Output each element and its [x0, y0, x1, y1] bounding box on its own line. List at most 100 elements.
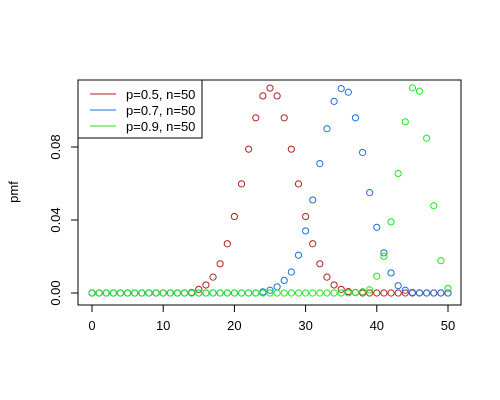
data-point [437, 257, 445, 265]
data-point [415, 289, 424, 297]
data-point [373, 223, 381, 231]
data-point [380, 252, 388, 260]
legend-label-series-2: p=0.7, n=50 [126, 103, 195, 118]
data-point [394, 169, 402, 178]
y-axis: 0.00 0.04 0.08 [48, 134, 79, 306]
data-point [166, 289, 174, 297]
data-point [95, 289, 103, 297]
data-point [444, 284, 452, 293]
data-point [415, 87, 424, 95]
data-point [394, 282, 402, 290]
data-point [351, 288, 360, 297]
data-point [216, 289, 224, 297]
data-point [237, 289, 246, 297]
x-axis-ticks: 0 10 20 30 40 50 [88, 305, 455, 333]
data-point [302, 227, 310, 235]
data-point [173, 289, 182, 297]
data-point [152, 289, 160, 297]
data-point [216, 260, 224, 268]
data-point [259, 289, 267, 297]
data-point [423, 134, 431, 142]
data-point [202, 281, 210, 289]
data-point [401, 289, 409, 297]
data-point [316, 260, 324, 268]
data-point [195, 285, 203, 293]
data-point [366, 286, 374, 294]
data-point [430, 289, 438, 297]
y-tick-label: 0.08 [48, 134, 63, 159]
data-point [309, 196, 317, 204]
data-point [145, 289, 153, 297]
data-point [430, 202, 438, 210]
data-point [180, 289, 189, 297]
x-axis: 0 10 20 30 40 50 [88, 304, 455, 333]
legend-label-series-3: p=0.9, n=50 [126, 119, 195, 134]
data-point [259, 92, 267, 100]
data-point [380, 289, 388, 297]
data-point [344, 88, 352, 96]
data-point [316, 289, 324, 297]
legend-box [77, 79, 203, 139]
data-point [273, 283, 281, 291]
data-point [273, 92, 281, 100]
data-point [401, 118, 409, 126]
data-point [330, 281, 338, 289]
y-axis-ticks: 0.00 0.04 0.08 [48, 134, 78, 306]
data-point [323, 273, 331, 281]
data-point [302, 212, 310, 221]
y-tick-label: 0.00 [48, 280, 63, 305]
data-point [131, 289, 139, 297]
data-point [124, 289, 132, 297]
data-point [437, 289, 445, 297]
data-point [444, 289, 452, 297]
data-point [373, 289, 381, 297]
x-tick-label: 40 [370, 318, 384, 333]
data-point [280, 289, 288, 297]
y-axis-label: pmf [6, 181, 21, 203]
y-tick-label: 0.04 [48, 207, 63, 232]
data-point [401, 286, 409, 294]
data-point [408, 84, 416, 92]
data-point [237, 180, 246, 188]
data-point [387, 269, 395, 277]
data-points [88, 84, 452, 297]
data-point [323, 289, 331, 297]
data-point [387, 289, 395, 297]
data-point [351, 114, 360, 122]
data-point [373, 272, 381, 280]
x-tick-label: 50 [441, 318, 455, 333]
data-point [280, 114, 288, 122]
data-point [366, 289, 374, 297]
x-tick-label: 20 [227, 318, 241, 333]
x-tick-label: 10 [156, 318, 170, 333]
data-point [316, 160, 324, 168]
data-point [337, 289, 345, 297]
data-point [358, 148, 367, 157]
data-point [116, 289, 125, 297]
data-point [287, 289, 295, 297]
legend: p=0.5, n=50 p=0.7, n=50 p=0.9, n=50 [77, 79, 203, 139]
data-point [294, 289, 303, 297]
data-point [380, 249, 388, 257]
data-point [252, 114, 260, 122]
data-point [273, 289, 281, 297]
data-point [102, 289, 110, 297]
data-point [245, 289, 253, 297]
data-point [337, 85, 345, 93]
data-point [287, 145, 295, 153]
data-point [209, 289, 217, 297]
data-point [394, 289, 402, 297]
data-point [266, 286, 274, 294]
data-point [195, 289, 203, 297]
data-point [287, 268, 295, 276]
data-point [230, 289, 238, 297]
data-point [230, 212, 238, 221]
data-point [344, 289, 352, 297]
data-point [302, 289, 310, 297]
data-point [159, 289, 167, 297]
data-point [223, 289, 231, 297]
data-point [387, 218, 395, 226]
x-tick-label: 30 [298, 318, 312, 333]
data-point [294, 251, 303, 259]
